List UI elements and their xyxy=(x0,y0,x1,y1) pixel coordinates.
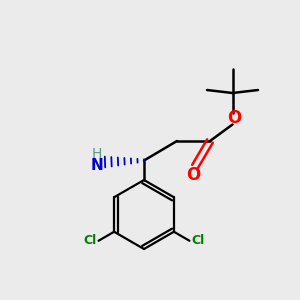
Text: Cl: Cl xyxy=(83,234,96,247)
Text: O: O xyxy=(186,166,201,184)
Text: N: N xyxy=(90,158,103,173)
Text: Cl: Cl xyxy=(192,234,205,247)
Text: O: O xyxy=(227,109,241,127)
Text: H: H xyxy=(92,147,102,160)
